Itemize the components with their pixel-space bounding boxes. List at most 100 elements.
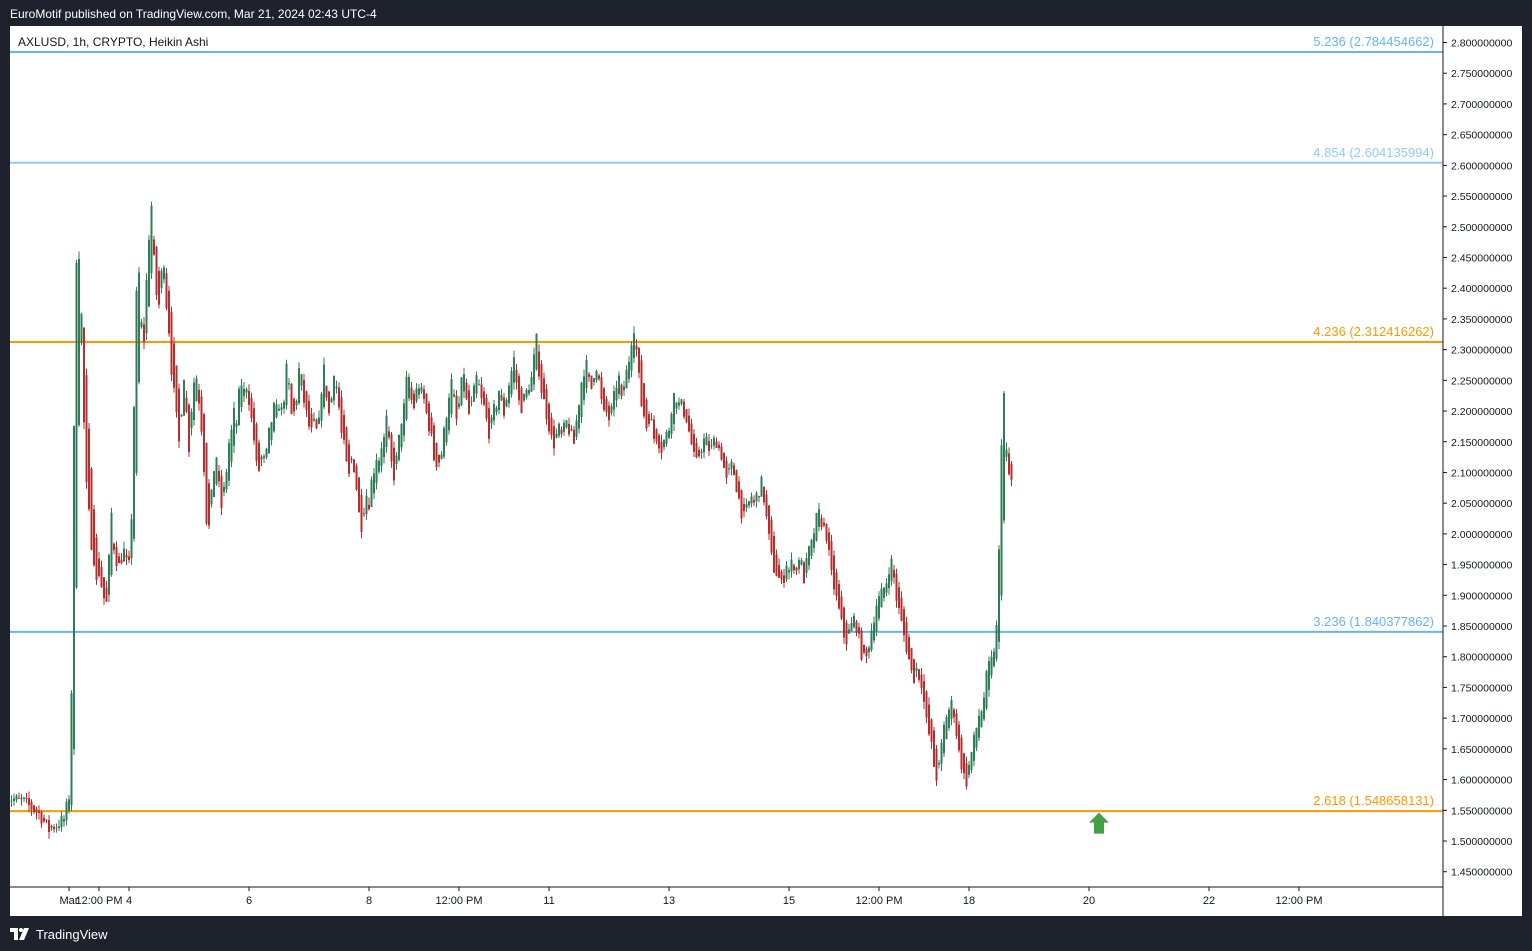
- candle: [298, 362, 300, 405]
- candle-body: [735, 470, 738, 493]
- candle-body: [655, 429, 658, 442]
- candle-body: [938, 763, 940, 765]
- time-tick-label: 11: [543, 895, 554, 907]
- candle-body: [940, 742, 943, 764]
- candle-body: [525, 389, 528, 398]
- candle: [168, 285, 170, 337]
- candle-body: [163, 267, 165, 280]
- candle-body: [213, 471, 215, 498]
- candle-body: [505, 399, 508, 407]
- candle-body: [510, 371, 513, 395]
- candle-body: [530, 377, 533, 392]
- candle-body: [258, 442, 260, 471]
- candle-body: [420, 387, 423, 392]
- footer-brand[interactable]: TradingView: [10, 925, 108, 943]
- candle-body: [360, 494, 363, 532]
- candle: [20, 794, 23, 806]
- candle-body: [768, 505, 770, 534]
- candle: [448, 393, 450, 435]
- candle: [518, 373, 520, 405]
- candle-body: [640, 360, 643, 407]
- candle-body: [23, 797, 25, 799]
- candle-body: [365, 495, 368, 514]
- candle-body: [878, 596, 880, 619]
- candle-body: [555, 433, 558, 438]
- candle: [470, 396, 473, 407]
- candle-body: [250, 397, 253, 419]
- candle: [135, 286, 138, 476]
- price-axis-background[interactable]: [1443, 26, 1522, 916]
- candle: [563, 419, 565, 436]
- candle: [915, 662, 918, 678]
- up-arrow-marker[interactable]: [1089, 812, 1109, 834]
- fib-level-label: 3.236 (1.840377862): [1313, 614, 1434, 629]
- candle-body: [808, 546, 810, 566]
- candle-body: [748, 501, 750, 506]
- candle-body: [595, 371, 598, 381]
- candle: [810, 538, 813, 560]
- candle: [710, 439, 713, 449]
- candle-body: [835, 572, 838, 596]
- candle: [508, 382, 510, 408]
- tradingview-logo-icon: [10, 928, 29, 940]
- candle-body: [423, 389, 425, 399]
- candle: [913, 658, 915, 684]
- candle: [403, 398, 405, 442]
- candle: [398, 434, 400, 462]
- candle: [618, 371, 620, 399]
- candle-body: [470, 401, 473, 403]
- candle-body: [290, 383, 293, 414]
- candle: [750, 492, 753, 508]
- candle: [473, 383, 475, 402]
- candle: [80, 312, 83, 346]
- candle-body: [200, 396, 203, 432]
- candle: [338, 382, 340, 411]
- candle-body: [538, 351, 540, 377]
- candle-body: [225, 471, 228, 490]
- candle-body: [860, 630, 863, 660]
- candle: [665, 429, 668, 447]
- candle-body: [148, 239, 150, 307]
- candle-body: [988, 661, 990, 690]
- candle: [45, 819, 48, 824]
- candle: [455, 390, 458, 426]
- candle-body: [285, 363, 288, 406]
- candle-body: [30, 801, 33, 810]
- candle: [985, 669, 988, 711]
- candle: [715, 437, 718, 448]
- candle: [275, 399, 278, 419]
- candle-body: [653, 419, 655, 439]
- candle: [975, 727, 978, 752]
- candle-body: [410, 387, 413, 400]
- candle: [870, 623, 873, 653]
- candle-body: [868, 647, 870, 653]
- candle: [360, 488, 363, 539]
- candle-body: [910, 648, 913, 671]
- candle: [333, 375, 335, 406]
- candle-body: [380, 448, 383, 467]
- candle-body: [528, 389, 530, 394]
- candle: [833, 550, 835, 595]
- candle-body: [180, 415, 183, 417]
- candle: [90, 467, 93, 551]
- candle: [673, 392, 675, 431]
- price-tick-label: 1.900000000: [1451, 590, 1512, 602]
- candle: [83, 326, 85, 430]
- symbol-label[interactable]: AXLUSD, 1h, CRYPTO, Heikin Ashi: [18, 35, 209, 49]
- chart-canvas[interactable]: 5.236 (2.784454662) 4.854 (2.604135994) 4.…: [10, 26, 1522, 916]
- candle-body: [588, 374, 590, 377]
- time-tick-label: 13: [663, 895, 675, 907]
- candle: [775, 549, 778, 577]
- candle-body: [115, 546, 118, 566]
- candle: [853, 612, 855, 629]
- candle-body: [580, 382, 583, 417]
- candle: [543, 372, 545, 400]
- candle-body: [440, 454, 443, 459]
- candle-body: [985, 671, 988, 709]
- candle: [68, 794, 70, 814]
- chart-panel[interactable]: 5.236 (2.784454662) 4.854 (2.604135994) 4.…: [10, 26, 1522, 916]
- candle-body: [658, 435, 660, 449]
- candle: [725, 456, 728, 484]
